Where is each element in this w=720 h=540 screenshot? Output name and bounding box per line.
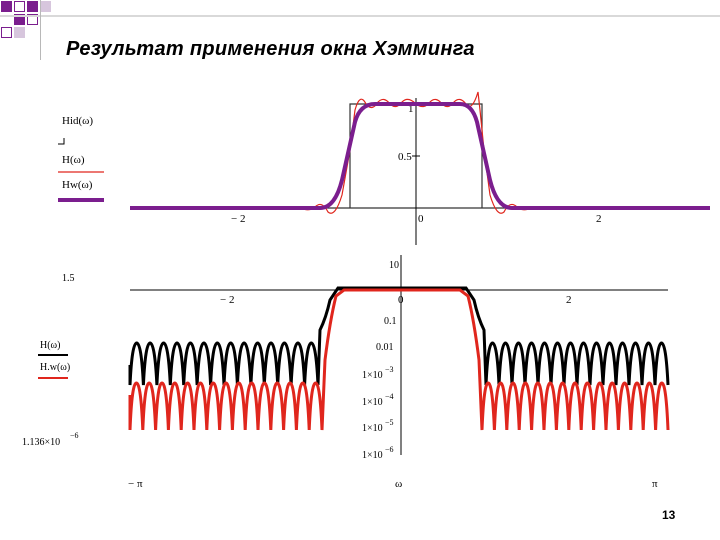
legend-label-hw: H.w(ω) [40,362,70,373]
slide-title: Результат применения окна Хэмминга [66,38,475,60]
decor-square [14,1,25,12]
decor-square [14,27,25,38]
bottom-ytick-label: 1×10 [362,397,383,408]
page-number: 13 [662,508,676,522]
decor-square [14,14,25,25]
top-xtick-label: − 2 [231,213,245,225]
decor-square [27,1,38,12]
top-ytick-label: 1 [408,103,414,115]
bottom-xtick-label: 2 [566,294,572,306]
top-ytick-label: 0.5 [398,151,412,163]
legend-label-hamming: Hw(ω) [62,179,93,191]
bottom-ytick-label: 1×10 [362,370,383,381]
decor-square [1,1,12,12]
bottom-xtick-label: − π [128,478,143,490]
bottom-ytick-exponent: −3 [385,365,394,374]
decor-square [27,14,38,25]
header-decoration [0,0,60,40]
series-hw-line [128,288,670,431]
bottom-ytick-label: 0.1 [384,316,397,327]
left-ymax-label: 1.5 [62,273,75,284]
header-rule [0,15,720,17]
bottom-xtick-label: π [652,478,658,490]
bottom-ytick-label: 1×10 [362,423,383,434]
left-ymin-exponent: −6 [70,431,79,440]
legend-label-ideal: Hid(ω) [62,115,93,127]
top-xtick-label: 0 [418,213,424,225]
legend-label-h: H(ω) [40,340,60,351]
legend-label-rect: H(ω) [62,154,85,166]
bottom-xtick-label: 0 [398,294,404,306]
bottom-ytick-exponent: −4 [385,392,394,401]
series-h-line [128,286,670,386]
series-hamming-window-line [130,102,710,210]
decor-square [40,1,51,12]
legend-marker-ideal [58,138,65,145]
top-xtick-label: 2 [596,213,602,225]
bottom-ytick-label: 1×10 [362,450,383,461]
decor-square [1,27,12,38]
bottom-ytick-label: 0.01 [376,342,394,353]
top-chart: 0.5 1 − 2 0 2 Hid(ω) H(ω) Hw(ω) [58,91,710,245]
series-rect-window-line [130,91,710,214]
bottom-ytick-exponent: −5 [385,418,394,427]
bottom-ytick-label: 10 [389,260,399,271]
header-vertical-rule [40,0,41,60]
bottom-ytick-exponent: −6 [385,445,394,454]
bottom-chart: − 2 0 2 10 0.1 0.01 1×10 −3 1×10 −4 1×10… [22,255,670,490]
left-ymin-label: 1.136×10 [22,437,60,448]
bottom-xaxis-label: ω [395,478,402,490]
bottom-xtick-label: − 2 [220,294,234,306]
